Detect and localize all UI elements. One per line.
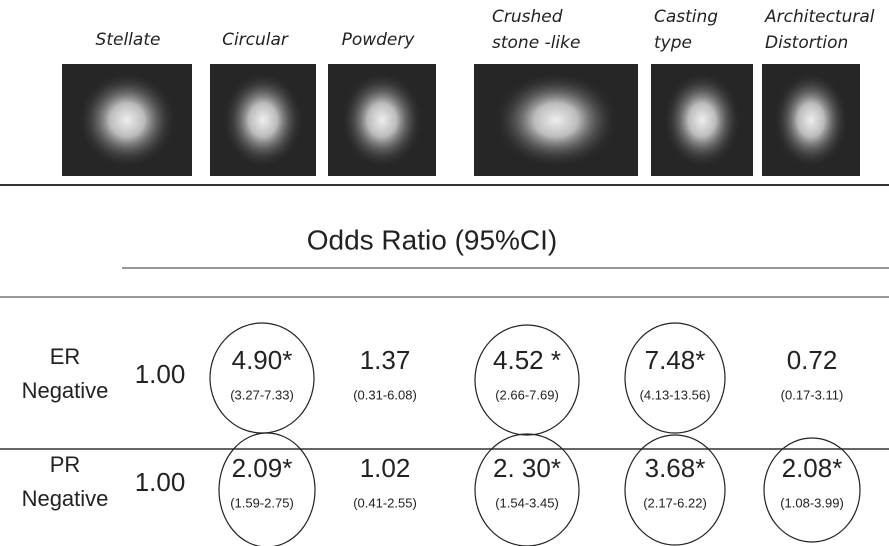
odds-ratio: 4.52 * [493,345,561,375]
row-label: PR [50,452,81,477]
thumbnail-blob [340,72,424,168]
odds-ratio: 4.90* [232,345,293,375]
pattern-label: Circular [222,30,289,50]
row-label: ER [50,344,81,369]
odds-ratio: 2.09* [232,453,293,483]
thumbnail-blob [222,72,304,168]
odds-ratio: 0.72 [787,345,838,375]
thumbnail-blob [773,72,849,168]
confidence-interval: (1.59-2.75) [230,495,294,510]
reference-value: 1.00 [135,359,186,389]
pattern-label: Powdery [342,30,416,50]
confidence-interval: (1.08-3.99) [780,495,844,510]
odds-ratio: 1.02 [360,453,411,483]
odds-ratio: 7.48* [645,345,706,375]
circle [209,322,315,434]
confidence-interval: (1.54-3.45) [495,495,559,510]
pattern-label: Crushed [492,7,563,27]
confidence-interval: (2.66-7.69) [495,387,559,402]
odds-ratio: 2. 30* [493,453,561,483]
row-label: Negative [22,378,109,403]
circle [624,322,726,434]
confidence-interval: (0.31-6.08) [353,387,417,402]
odds-ratio: 2.08* [782,453,843,483]
pattern-label: Architectural [764,7,875,27]
thumbnail-blob [663,72,741,168]
reference-value: 1.00 [135,467,186,497]
pattern-label: stone -like [492,33,580,53]
odds-ratio: 1.37 [360,345,411,375]
circle [474,433,580,546]
confidence-interval: (2.17-6.22) [643,495,707,510]
circle [474,324,580,436]
circle [763,437,861,543]
title: Odds Ratio (95%CI) [307,224,558,255]
row-label: Negative [22,486,109,511]
pattern-label: type [654,33,692,53]
confidence-interval: (3.27-7.33) [230,387,294,402]
circle [218,432,316,546]
confidence-interval: (0.17-3.11) [781,387,844,402]
pattern-label: Casting [654,7,718,27]
pattern-label: Stellate [96,30,161,50]
thumbnail-blob [493,72,619,168]
thumbnail-blob [77,72,177,168]
odds-ratio: 3.68* [645,453,706,483]
circle [624,434,726,546]
confidence-interval: (0.41-2.55) [353,495,417,510]
confidence-interval: (4.13-13.56) [640,387,711,402]
highlight-circles [209,322,861,546]
pattern-label: Distortion [765,33,848,53]
